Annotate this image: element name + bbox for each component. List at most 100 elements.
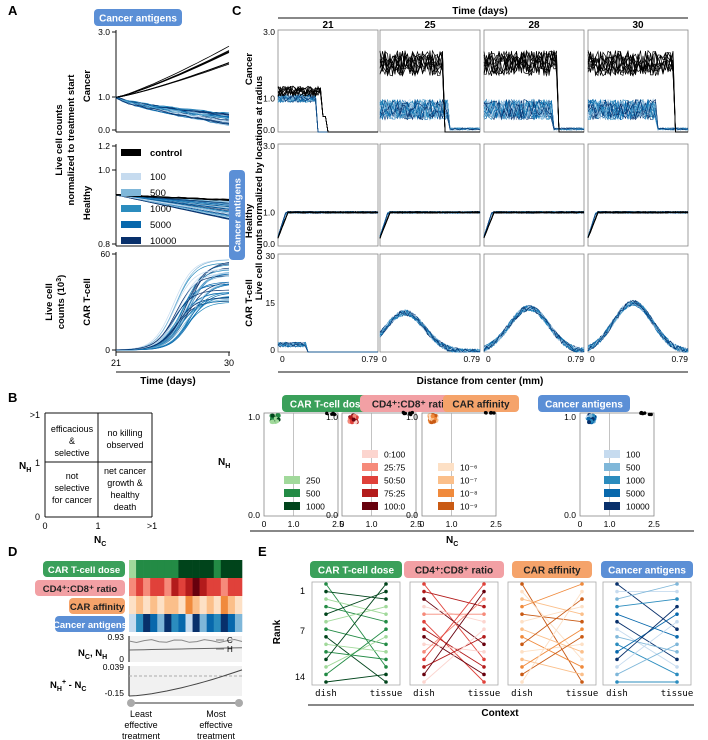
e-tissue-point <box>675 642 679 647</box>
c-series-line <box>379 211 481 237</box>
panel-a: A Cancer antigens Live cell counts norma… <box>8 3 234 387</box>
panel-c-ylabel: Live cell counts normalized by locations… <box>254 76 265 300</box>
c-control-line <box>379 211 481 238</box>
d-most-2: treatment <box>197 731 236 740</box>
legend-antigen-swatch <box>121 221 141 228</box>
c-xtick-end: 0.79 <box>361 354 378 364</box>
a-cancer-series-line <box>115 97 230 125</box>
b-ytick: 1.0 <box>406 412 418 422</box>
d-heat-cell <box>178 596 186 614</box>
d-heat-cell <box>150 578 158 596</box>
panel-b: B efficacious & selective no killing obs… <box>8 390 694 548</box>
b-pill-label: Cancer antigens <box>545 400 623 411</box>
a-tick-c-2: 0.0 <box>98 125 110 135</box>
c-series-line <box>277 211 379 238</box>
e-rank-line <box>325 606 387 623</box>
b-xtick: 2.5 <box>648 519 660 529</box>
d-heat-cell <box>171 596 179 614</box>
e-rank-line <box>521 583 583 683</box>
e-tissue-point <box>482 657 486 662</box>
d-heat-cell <box>171 560 179 578</box>
a-tick-t-1: 0 <box>105 345 110 355</box>
c-series-line <box>587 210 689 237</box>
c-ytick: 0.0 <box>263 239 275 249</box>
c-series-line <box>379 210 481 238</box>
d-heat-cell <box>213 560 222 578</box>
d-heat-cell <box>185 560 193 578</box>
e-rank-line <box>521 628 583 668</box>
c-series-line <box>379 211 481 237</box>
e-rank-line <box>423 636 485 668</box>
e-tissue-point <box>482 589 486 594</box>
c-series-line <box>379 211 481 238</box>
b-xtick: 2.5 <box>332 519 344 529</box>
c-series-line <box>277 210 379 238</box>
c-ytick: 0.0 <box>263 125 275 135</box>
d-legend-c: C <box>227 636 233 645</box>
e-pill-label: CD4⁺:CD8⁺ ratio <box>415 566 493 577</box>
a-x-start: 21 <box>111 358 121 368</box>
c-series-line <box>277 211 379 238</box>
d-heat-cell <box>220 614 229 632</box>
c-series-line <box>277 211 379 237</box>
e-dish-point <box>422 665 426 669</box>
e-dish-point <box>324 589 328 594</box>
c-series-line <box>587 211 689 238</box>
d-heat-cell <box>206 596 215 614</box>
e-rank-line <box>521 658 583 675</box>
d-heat-cell <box>227 560 236 578</box>
e-tissue-point <box>675 619 679 624</box>
c-series-line <box>277 211 379 238</box>
c-series-line <box>379 211 481 238</box>
legend-antigen-label: 1000 <box>150 204 171 215</box>
c-subplot-frame <box>379 143 481 247</box>
c-series-line <box>379 211 481 238</box>
b-legend-label: 1000 <box>626 476 645 486</box>
panel-a-axes <box>112 30 230 356</box>
a-cart-series-line <box>116 284 230 351</box>
e-tissue-point <box>675 650 679 654</box>
c-series-line <box>277 210 379 237</box>
b-point <box>588 413 593 418</box>
c-series-line <box>483 210 585 236</box>
c-series-line <box>277 210 379 237</box>
b-pill <box>443 395 519 412</box>
c-series-line <box>587 99 689 131</box>
e-dish-point <box>520 672 524 677</box>
d-diff-label: NH+ - NC <box>50 679 86 693</box>
c-xtick-start: 0 <box>280 354 285 364</box>
d-ncnh-tick-1: 0 <box>119 654 124 664</box>
b-legend-label: 75:25 <box>384 489 406 499</box>
legend-control-swatch <box>121 149 141 156</box>
c-series-line <box>379 211 481 237</box>
e-tissue-point <box>675 672 679 677</box>
e-pill <box>512 561 592 578</box>
e-rank-line <box>616 583 678 600</box>
d-heat-cell <box>136 614 144 632</box>
c-series-line <box>277 211 379 238</box>
e-tissue-point <box>580 634 584 639</box>
b-bl-0: not <box>66 471 79 481</box>
b-ytick: 1.0 <box>248 412 260 422</box>
d-heat-cell <box>213 578 222 596</box>
d-heat-cell <box>206 560 215 578</box>
d-least-2: treatment <box>122 731 161 740</box>
d-least-0: Least <box>130 709 153 719</box>
c-control-line <box>483 211 585 239</box>
a-tick-c-0: 3.0 <box>98 27 110 37</box>
e-tissue-point <box>384 604 388 609</box>
c-control-line <box>277 85 378 133</box>
c-series-line <box>587 211 688 238</box>
d-heat-cell <box>129 578 137 596</box>
c-control-line <box>587 211 689 239</box>
d-heat-cell <box>199 596 207 614</box>
c-series-line <box>587 211 689 237</box>
c-series-line <box>379 210 481 238</box>
c-control-line <box>277 211 379 239</box>
c-control-line <box>587 211 689 238</box>
b-legend-swatch <box>362 476 378 484</box>
c-series-line <box>379 210 481 238</box>
c-series-line <box>587 100 689 131</box>
b-br-1: growth & <box>107 478 143 488</box>
c-day-label: 30 <box>632 20 644 31</box>
